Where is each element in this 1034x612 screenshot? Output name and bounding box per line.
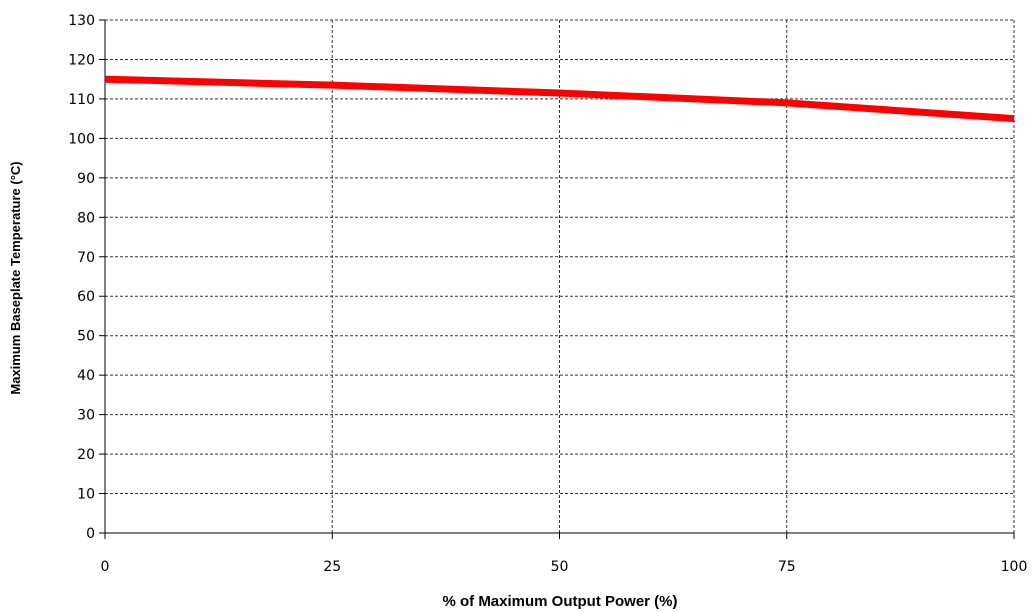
y-tick-label: 100 xyxy=(68,131,95,147)
y-tick-label: 0 xyxy=(86,526,95,542)
y-tick-label: 40 xyxy=(77,368,95,384)
x-tick-label: 25 xyxy=(323,559,341,575)
series-group xyxy=(104,75,1015,123)
x-tick-label: 50 xyxy=(551,559,569,575)
y-axis-title: Maximum Baseplate Temperature (°C) xyxy=(8,161,23,394)
y-tick-label: 70 xyxy=(77,250,95,266)
y-tick-label: 130 xyxy=(68,13,95,29)
y-tick-label: 30 xyxy=(77,408,95,424)
axes xyxy=(99,19,1015,539)
x-tick-labels: 0 25 50 75 100 xyxy=(101,559,1028,575)
y-tick-label: 10 xyxy=(77,487,95,503)
y-tick-label: 80 xyxy=(77,210,95,226)
series-line xyxy=(104,75,1015,123)
y-tick-labels: 0 10 20 30 40 50 60 70 80 90 100 110 120 130 xyxy=(68,13,95,542)
x-tick-label: 0 xyxy=(101,559,110,575)
grid xyxy=(105,19,1015,533)
y-tick-label: 110 xyxy=(68,92,95,108)
x-tick-label: 100 xyxy=(1001,559,1028,575)
x-tick-label: 75 xyxy=(778,559,796,575)
y-tick-label: 20 xyxy=(77,447,95,463)
y-tick-label: 60 xyxy=(77,289,95,305)
x-axis-title: % of Maximum Output Power (%) xyxy=(442,593,677,610)
y-tick-label: 90 xyxy=(77,171,95,187)
y-tick-label: 50 xyxy=(77,329,95,345)
y-tick-label: 120 xyxy=(68,52,95,68)
